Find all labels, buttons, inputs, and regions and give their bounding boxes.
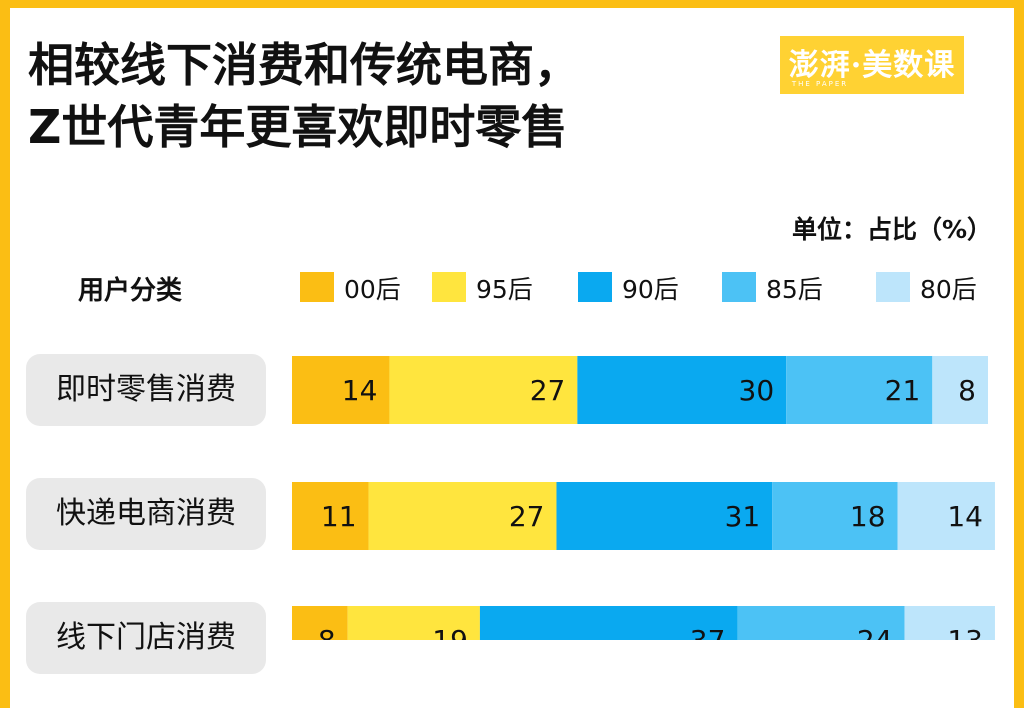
bar-value-label: 8 — [958, 374, 976, 407]
bar-segment — [897, 482, 995, 550]
bar-value-label: 8 — [318, 624, 336, 640]
title-line-2: Z世代青年更喜欢即时零售 — [28, 100, 568, 154]
bar-value-label: 21 — [885, 374, 921, 407]
bar-segment — [292, 356, 390, 424]
bar-value-label: 18 — [850, 500, 886, 533]
bar-segment — [772, 482, 898, 550]
bar-value-label: 37 — [690, 624, 726, 640]
chart-title: 相较线下消费和传统电商， Z世代青年更喜欢即时零售 — [28, 34, 580, 158]
logo-subtext: THE PAPER — [791, 80, 849, 88]
bar-segment — [577, 356, 787, 424]
bar-value-label: 31 — [725, 500, 761, 533]
legend-text: 00后 — [344, 275, 401, 304]
legend-swatch — [432, 272, 466, 302]
bar-segment — [479, 606, 738, 640]
title-line-1: 相较线下消费和传统电商， — [28, 38, 580, 92]
unit-label: 单位：占比（%） — [791, 215, 992, 244]
bar-segment — [389, 356, 578, 424]
bar-value-label: 14 — [947, 500, 983, 533]
legend-text: 80后 — [920, 275, 977, 304]
publisher-logo: 澎湃·美数课 THE PAPER — [780, 36, 964, 94]
stacked-bar-plot: 14 27 30 21 8 11 27 31 18 14 8 19 37 24 13 — [292, 356, 995, 640]
category-label-instant-retail: 即时零售消费 — [26, 354, 266, 426]
bar-value-label: 27 — [530, 374, 566, 407]
bar-segment — [786, 356, 933, 424]
bar-segment — [904, 606, 995, 640]
category-label-express-ecommerce: 快递电商消费 — [26, 478, 266, 550]
bar-value-label: 30 — [739, 374, 775, 407]
legend-swatch — [876, 272, 910, 302]
bar-segment — [556, 482, 773, 550]
legend-swatch — [722, 272, 756, 302]
legend-title: 用户分类 — [78, 276, 183, 306]
bar-segment — [737, 606, 905, 640]
bar-segment — [347, 606, 480, 640]
bar-value-label: 27 — [509, 500, 545, 533]
bar-value-label: 24 — [857, 624, 893, 640]
bar-segment — [368, 482, 557, 550]
legend-text: 95后 — [476, 275, 533, 304]
legend-swatch — [300, 272, 334, 302]
bar-value-label: 13 — [947, 624, 983, 640]
legend-text: 90后 — [622, 275, 679, 304]
logo-text: 澎湃·美数课 — [788, 48, 956, 83]
bar-segment — [292, 606, 348, 640]
bar-value-label: 19 — [432, 624, 468, 640]
bar-value-label: 11 — [321, 500, 357, 533]
bar-segment — [292, 482, 369, 550]
legend-swatch — [578, 272, 612, 302]
bar-segment — [932, 356, 988, 424]
bar-value-label: 14 — [342, 374, 378, 407]
legend-text: 85后 — [766, 275, 823, 304]
